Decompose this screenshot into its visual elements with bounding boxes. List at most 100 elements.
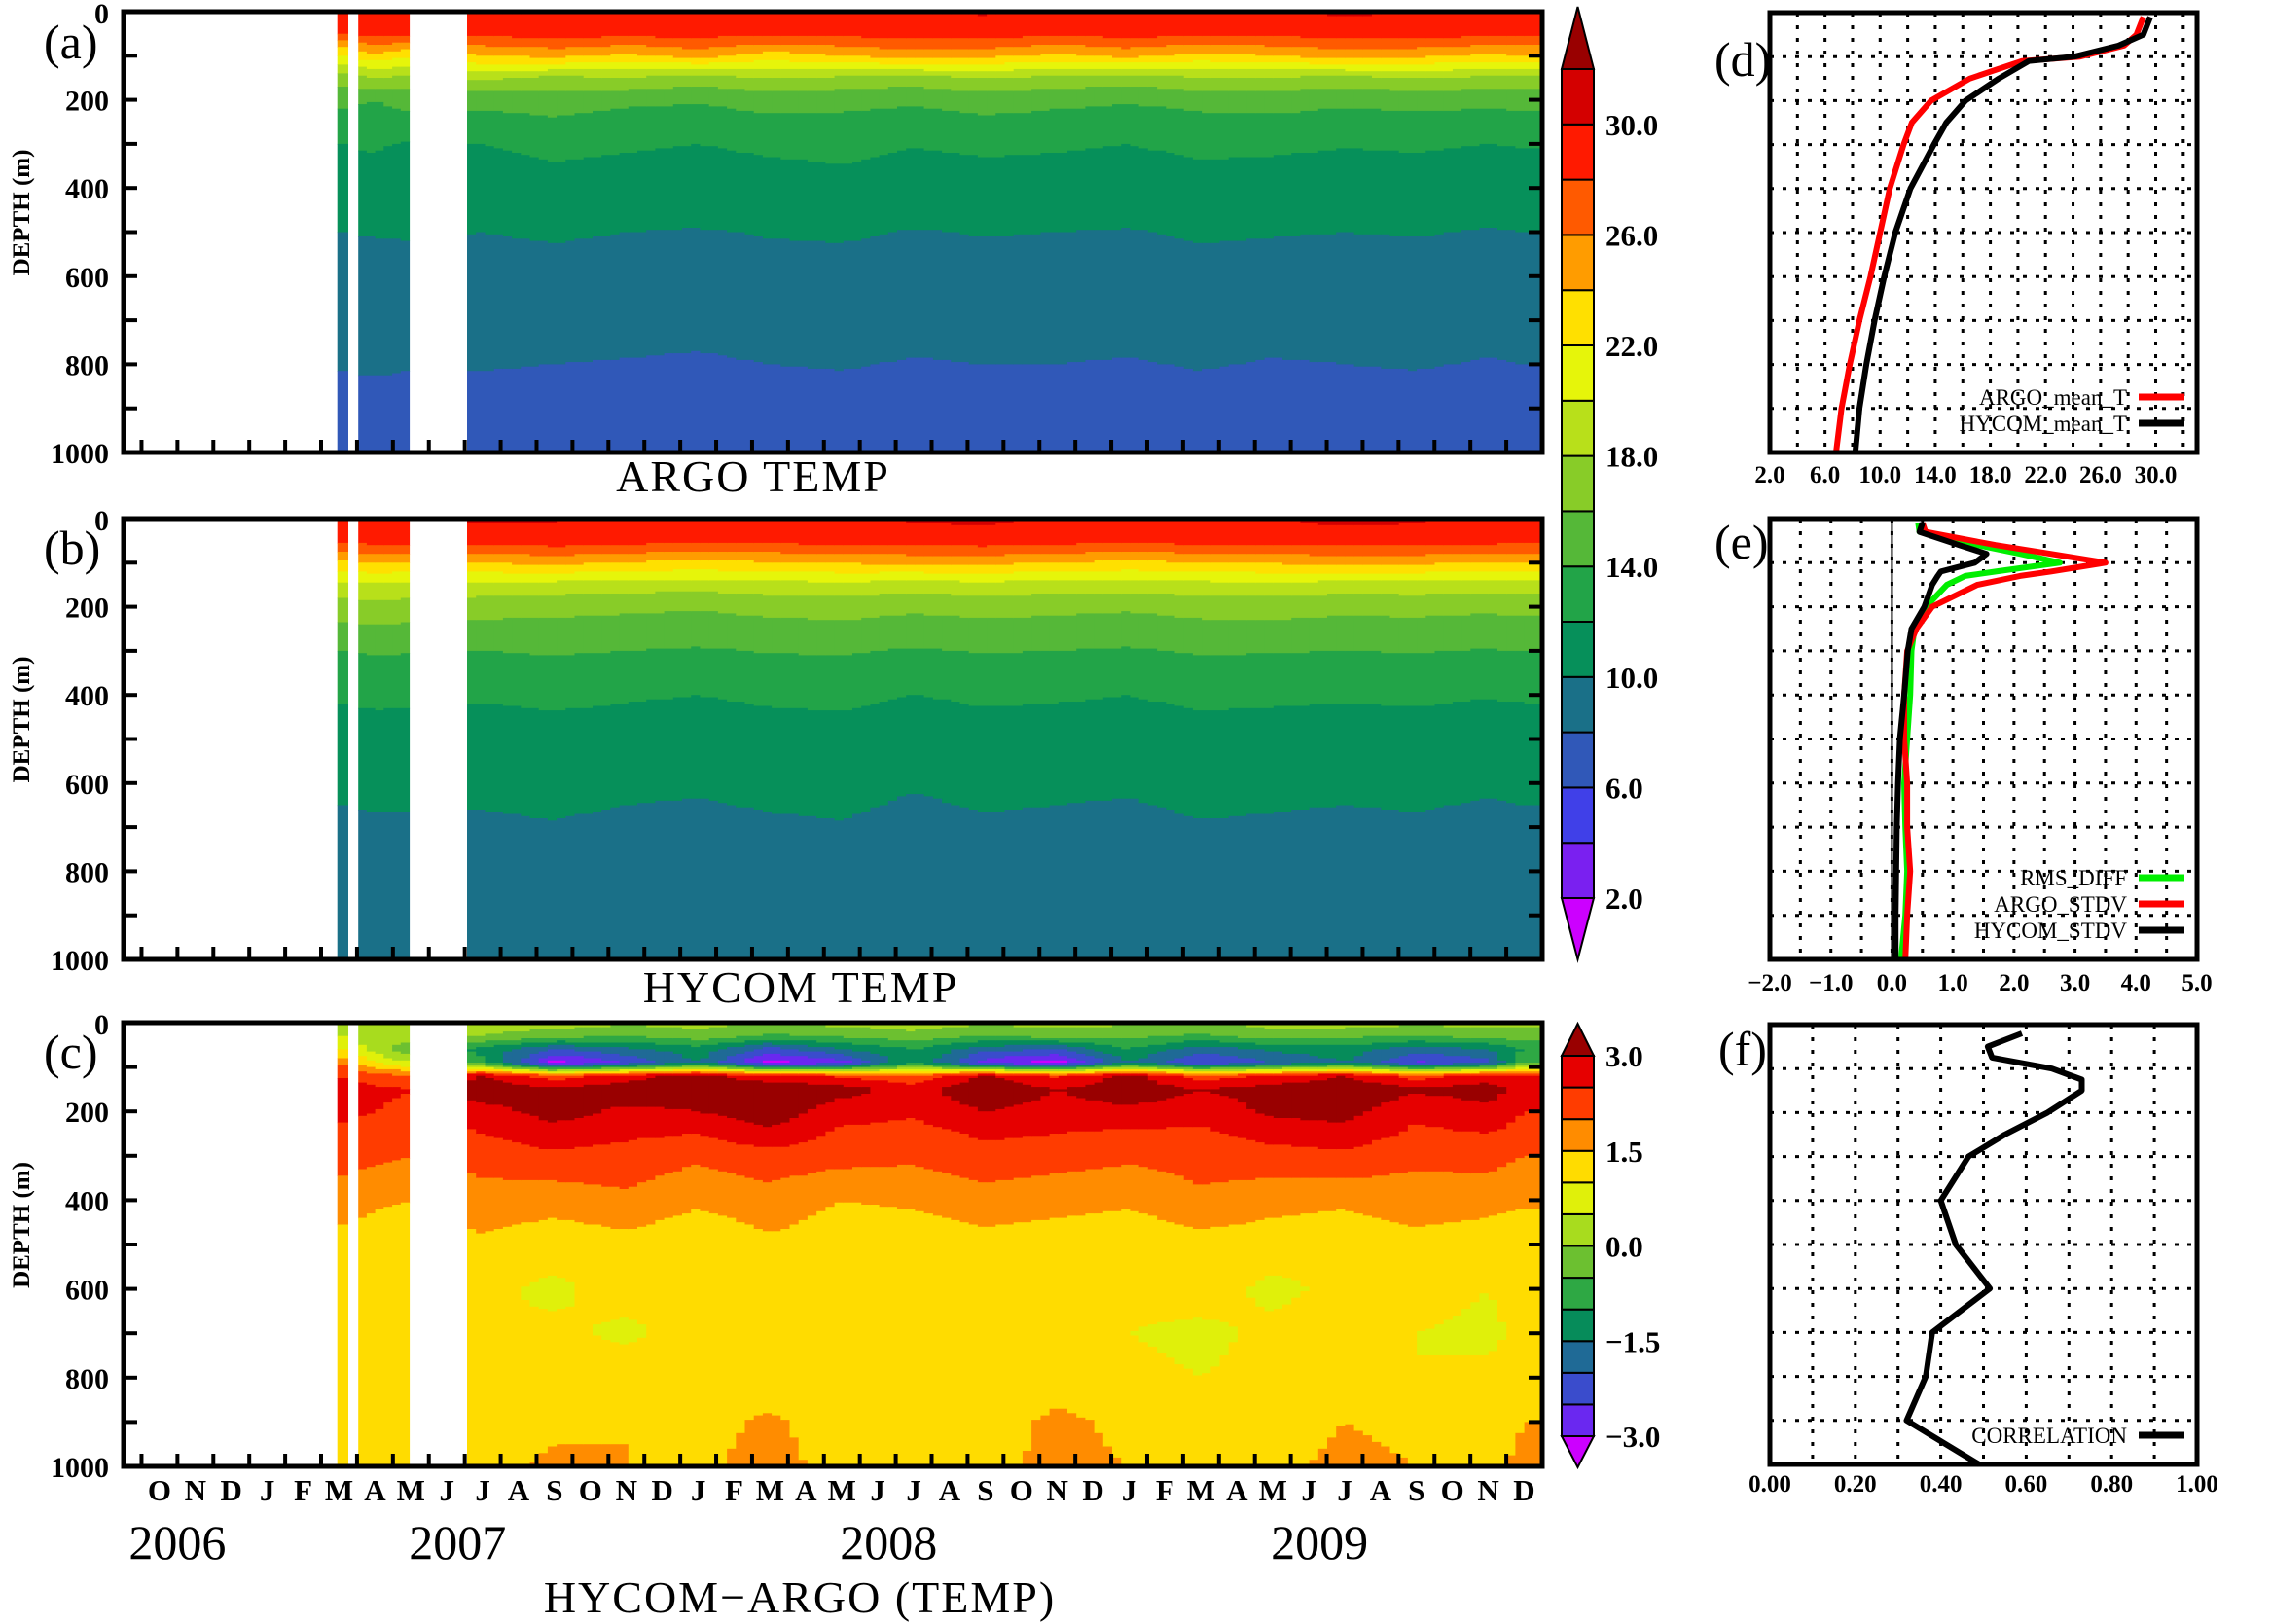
contour-band — [655, 1065, 666, 1068]
contour-band — [951, 78, 961, 92]
contour-band — [1353, 524, 1364, 546]
contour-band — [655, 1027, 666, 1039]
contour-band — [923, 38, 934, 51]
contour-band — [476, 545, 486, 555]
contour-band — [942, 64, 952, 72]
contour-band — [727, 648, 737, 703]
contour-band — [502, 573, 513, 584]
contour-band — [1094, 1027, 1104, 1039]
contour-band — [1407, 71, 1418, 79]
contour-band — [502, 1063, 513, 1065]
contour-band — [717, 230, 728, 356]
contour-band — [691, 519, 701, 544]
contour-band — [1228, 45, 1239, 54]
contour-band — [879, 362, 889, 453]
contour-band — [691, 57, 701, 65]
contour-band — [1085, 35, 1096, 48]
contour-band — [1381, 89, 1391, 112]
contour-band — [987, 49, 996, 59]
contour-band — [942, 1129, 952, 1174]
contour-band — [637, 62, 647, 70]
contour-band — [1479, 62, 1490, 70]
contour-band — [529, 12, 540, 39]
contour-band — [1237, 1066, 1247, 1070]
contour-band — [843, 1068, 853, 1072]
contour-band — [915, 1065, 925, 1068]
contour-band — [843, 163, 853, 242]
contour-band — [816, 240, 826, 370]
contour-band — [951, 595, 961, 617]
contour-band — [1291, 521, 1301, 546]
y-tick-label: 800 — [65, 856, 109, 888]
contour-band — [915, 519, 925, 524]
contour-band — [1237, 519, 1247, 546]
contour-band — [574, 1042, 585, 1048]
contour-band — [476, 650, 486, 704]
contour-band — [547, 1275, 558, 1312]
contour-band — [1488, 35, 1498, 46]
contour-band — [610, 1071, 621, 1075]
contour-band — [1112, 1075, 1122, 1105]
contour-band — [951, 71, 961, 79]
contour-band — [655, 75, 666, 90]
contour-band — [1532, 68, 1543, 77]
contour-band — [485, 545, 495, 555]
contour-band — [1443, 90, 1454, 112]
contour-band — [400, 89, 411, 112]
contour-band — [1479, 228, 1490, 359]
contour-band — [1183, 1023, 1194, 1034]
contour-band — [1112, 146, 1122, 231]
contour-band — [807, 1066, 817, 1070]
contour-band — [1138, 1167, 1149, 1214]
contour-band — [601, 1444, 611, 1467]
contour-band — [1228, 1063, 1239, 1065]
contour-band — [1031, 704, 1041, 809]
contour-band — [942, 1071, 952, 1075]
contour-band — [1174, 75, 1185, 90]
contour-band — [1327, 545, 1337, 558]
contour-band — [565, 573, 576, 581]
contour-band — [1389, 150, 1400, 237]
contour-band — [1147, 805, 1158, 960]
contour-band — [1049, 1217, 1060, 1410]
contour-band — [1353, 366, 1364, 453]
contour-band — [547, 1056, 558, 1062]
contour-band — [646, 1027, 656, 1039]
contour-band — [1076, 89, 1086, 110]
contour-band — [995, 1071, 1006, 1075]
contour-band — [1291, 1044, 1301, 1055]
contour-band — [1443, 519, 1454, 546]
contour-band — [1121, 1038, 1131, 1050]
contour-band — [816, 554, 826, 563]
contour-band — [906, 1023, 916, 1032]
contour-band — [1031, 1065, 1041, 1068]
contour-band — [574, 62, 585, 70]
contour-band — [1040, 110, 1051, 154]
contour-band — [942, 1173, 952, 1219]
contour-band — [951, 1042, 961, 1050]
contour-band — [1246, 1066, 1256, 1070]
contour-band — [1210, 1075, 1221, 1081]
contour-band — [897, 521, 907, 546]
contour-band — [538, 47, 549, 59]
contour-band — [619, 562, 630, 572]
contour-band — [887, 1167, 898, 1208]
contour-band — [1058, 1089, 1068, 1093]
contour-band — [977, 1065, 988, 1068]
contour-band — [959, 617, 970, 652]
contour-band — [915, 230, 925, 359]
contour-band — [1246, 554, 1256, 563]
contour-band — [879, 1073, 889, 1077]
contour-band — [1210, 242, 1221, 370]
contour-band — [753, 1080, 764, 1126]
contour-band — [1174, 1042, 1185, 1050]
contour-band — [951, 1038, 961, 1044]
contour-band — [870, 1023, 881, 1030]
contour-band — [1443, 148, 1454, 234]
contour-band — [772, 113, 781, 159]
contour-band — [727, 1217, 737, 1450]
contour-band — [753, 59, 764, 70]
contour-band — [1255, 1073, 1266, 1077]
contour-band — [672, 611, 683, 650]
contour-band — [1417, 653, 1426, 707]
